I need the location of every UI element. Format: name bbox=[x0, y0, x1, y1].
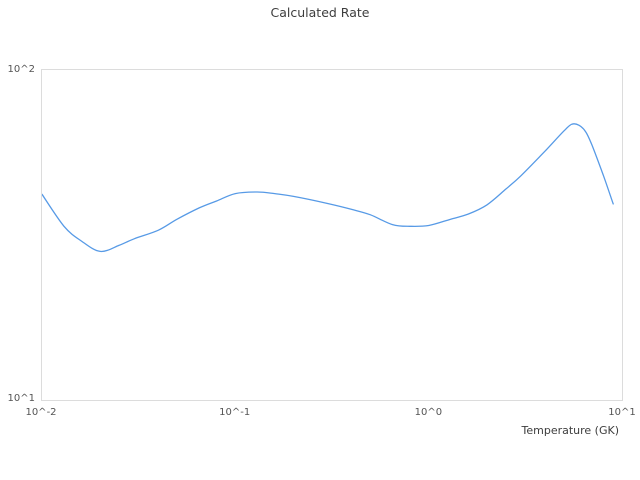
y-tick-10e1: 10^1 bbox=[7, 393, 35, 404]
x-tick-10e-2: 10^-2 bbox=[25, 407, 57, 418]
plot-area bbox=[41, 69, 623, 401]
x-axis-label: Temperature (GK) bbox=[521, 424, 620, 437]
x-axis-ticks: 10^-2 10^-1 10^0 10^1 bbox=[25, 406, 635, 420]
y-tick-10e2: 10^2 bbox=[7, 64, 35, 75]
x-tick-10e0: 10^0 bbox=[414, 407, 443, 418]
x-tick-10e1: 10^1 bbox=[608, 407, 636, 418]
chart-title: Calculated Rate bbox=[270, 5, 370, 20]
rate-curve-plot bbox=[42, 123, 614, 253]
x-tick-10e-1: 10^-1 bbox=[219, 407, 251, 418]
rate-curve-line bbox=[42, 123, 614, 253]
